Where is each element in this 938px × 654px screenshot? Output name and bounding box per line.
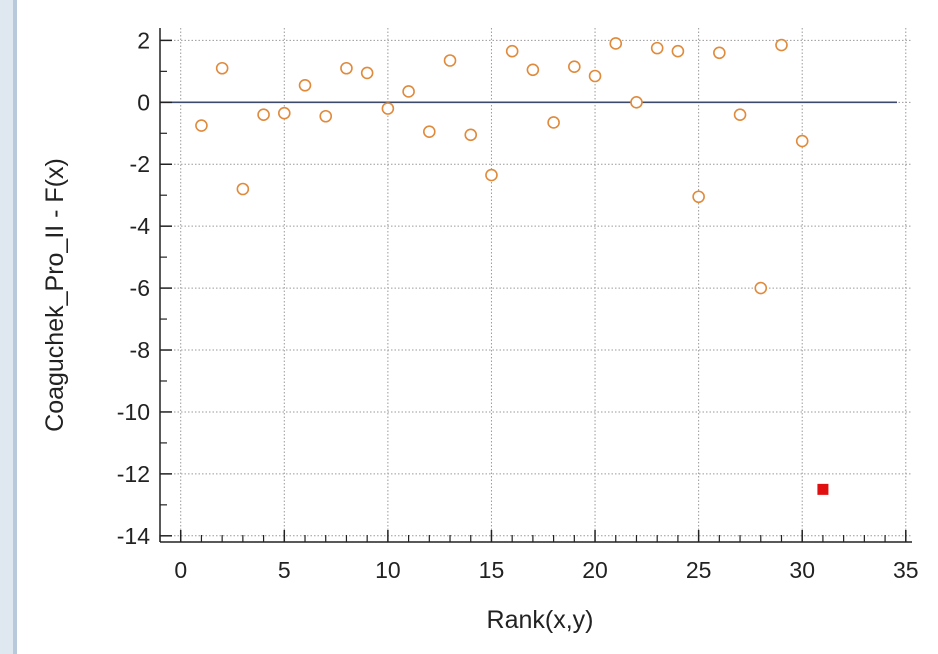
data-point (464, 128, 478, 142)
data-point (795, 134, 809, 148)
data-point (423, 125, 436, 139)
data-point (568, 60, 581, 74)
data-point (443, 54, 457, 67)
outlier-point (817, 483, 829, 495)
data-point (381, 102, 395, 115)
data-point (713, 46, 726, 60)
x-axis-title: Rank(x,y) (487, 606, 594, 634)
data-point (526, 63, 540, 77)
x-tick-label: 5 (278, 557, 291, 583)
data-point (754, 281, 768, 295)
x-tick-label: 10 (375, 557, 401, 583)
data-point (236, 182, 250, 196)
y-tick-label: -10 (117, 399, 150, 425)
x-tick-label: 25 (686, 557, 712, 583)
x-tick-label: 35 (893, 557, 919, 583)
data-point (630, 96, 643, 109)
data-point (340, 61, 353, 75)
y-tick-label: 0 (137, 89, 150, 115)
data-points (195, 37, 829, 495)
y-tick-label: -2 (130, 151, 150, 177)
window-frame-left (0, 0, 14, 654)
x-tick-label: 20 (582, 557, 608, 583)
tick-marks (159, 39, 907, 542)
data-point (588, 69, 602, 83)
data-point (547, 116, 560, 129)
data-point (257, 108, 270, 121)
data-point (277, 106, 291, 120)
x-tick-label: 0 (174, 557, 187, 583)
data-point (298, 78, 312, 92)
y-tick-labels: 2 0 -2 -4 -6 -8 -10 -12 -14 (117, 27, 150, 548)
y-tick-label: -6 (130, 275, 150, 301)
data-point (733, 108, 747, 121)
axes (159, 28, 912, 543)
data-point (195, 119, 208, 132)
x-tick-label: 30 (789, 557, 815, 583)
data-point (650, 41, 664, 55)
data-point (402, 85, 415, 98)
data-point (505, 44, 519, 58)
x-tick-label: 15 (479, 557, 505, 583)
data-point (775, 38, 788, 52)
y-tick-label: -8 (130, 337, 150, 363)
y-axis-title: Coaguchek_Pro_II - F(x) (41, 158, 69, 432)
x-tick-labels: 0 5 10 15 20 25 30 35 (174, 557, 918, 583)
data-point (692, 190, 705, 204)
data-point (671, 44, 685, 58)
data-point (215, 61, 229, 75)
y-tick-label: 2 (137, 27, 150, 53)
grid-lines (160, 28, 912, 542)
data-point (360, 66, 374, 80)
window-frame-border (13, 0, 17, 654)
y-tick-label: -14 (117, 523, 150, 549)
data-point (485, 168, 498, 182)
data-point (319, 109, 333, 123)
data-point (609, 37, 623, 50)
y-tick-label: -4 (130, 213, 151, 239)
y-tick-label: -12 (117, 461, 150, 487)
